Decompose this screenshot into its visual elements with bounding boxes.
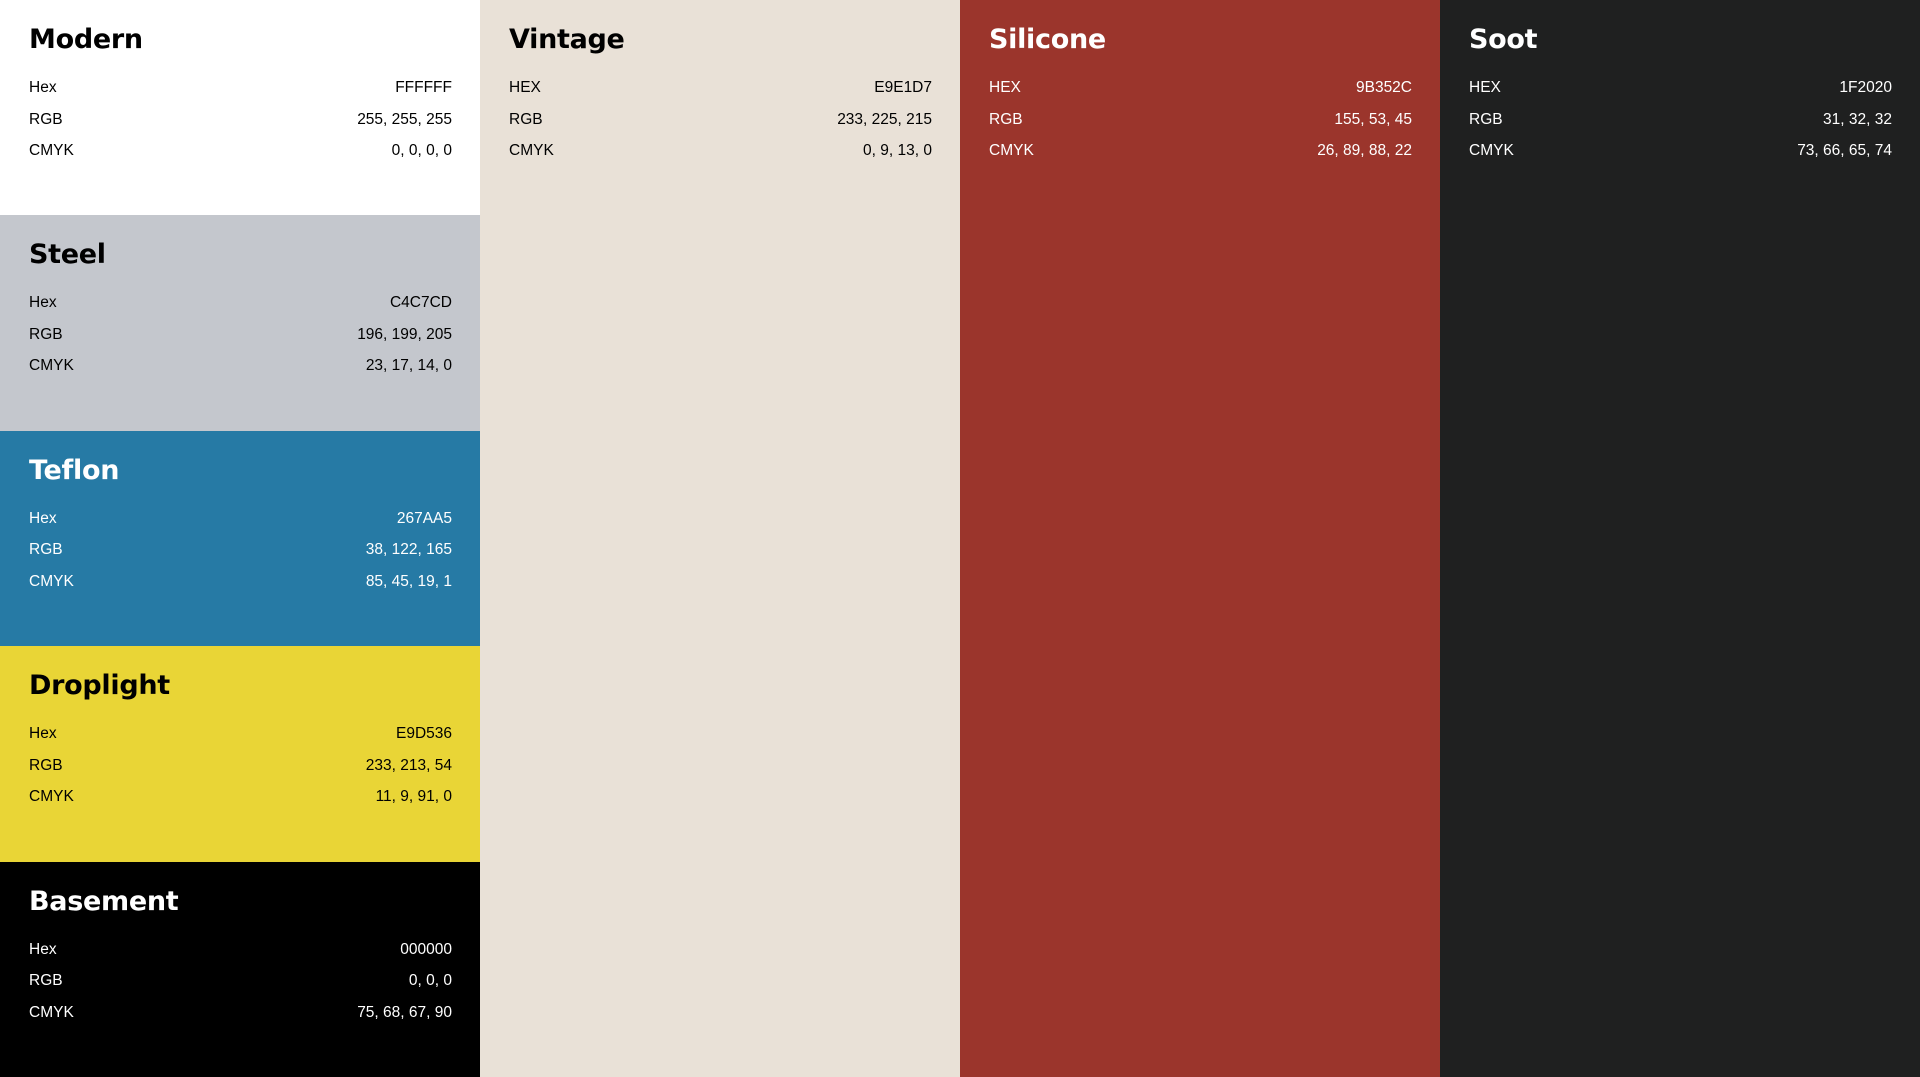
cmyk-label: CMYK [989, 142, 1034, 159]
cmyk-label: CMYK [29, 572, 74, 590]
swatch-title: Teflon [29, 454, 120, 486]
swatch-title: Soot [1469, 24, 1538, 55]
swatch-teflon: Teflon Hex 267AA5 RGB 38, 122, 165 CMYK 85,… [0, 430, 480, 647]
rgb-value: 255, 255, 255 [357, 110, 452, 128]
hex-label: Hex [29, 79, 57, 96]
hex-value: 9B352C [1355, 79, 1412, 96]
hex-label: HEX [509, 79, 541, 96]
swatch-silicone: Silicone HEX 9B352C RGB 155, 53, 45 CMYK 26… [960, 0, 1440, 1077]
cmyk-label: CMYK [29, 357, 74, 375]
hex-row: Hex 000000 [29, 934, 452, 966]
rgb-row: RGB 31, 32, 32 [1469, 104, 1892, 136]
hex-row: Hex C4C7CD [29, 287, 452, 319]
swatch-title: Silicone [989, 24, 1106, 55]
hex-row: Hex 267AA5 [29, 503, 452, 535]
hex-value: FFFFFF [395, 79, 452, 96]
hex-value: 267AA5 [396, 509, 452, 527]
rgb-row: RGB 196, 199, 205 [29, 319, 452, 351]
swatch-title: Vintage [509, 24, 625, 55]
cmyk-row: CMYK 0, 9, 13, 0 [509, 135, 932, 167]
rgb-label: RGB [509, 110, 543, 128]
rgb-row: RGB 233, 213, 54 [29, 750, 452, 782]
cmyk-value: 73, 66, 65, 74 [1797, 142, 1892, 159]
rgb-label: RGB [29, 972, 63, 990]
cmyk-label: CMYK [29, 788, 74, 806]
hex-label: HEX [1469, 79, 1501, 96]
cmyk-label: CMYK [29, 1003, 74, 1021]
rgb-value: 233, 225, 215 [837, 110, 932, 128]
hex-value: 000000 [400, 940, 452, 958]
hex-label: Hex [29, 940, 57, 958]
rgb-label: RGB [989, 110, 1023, 128]
palette-column-3: Silicone HEX 9B352C RGB 155, 53, 45 CMYK 26… [960, 0, 1440, 1077]
hex-row: Hex E9D536 [29, 718, 452, 750]
cmyk-label: CMYK [29, 142, 74, 159]
palette-column-2: Vintage HEX E9E1D7 RGB 233, 225, 215 CMYK 0… [480, 0, 960, 1077]
cmyk-value: 11, 9, 91, 0 [375, 788, 452, 806]
rgb-label: RGB [29, 110, 63, 128]
rgb-row: RGB 0, 0, 0 [29, 965, 452, 997]
rgb-value: 233, 213, 54 [365, 756, 452, 774]
rgb-label: RGB [29, 325, 63, 343]
swatch-soot: Soot HEX 1F2020 RGB 31, 32, 32 CMYK 73, 66,… [1440, 0, 1920, 1077]
cmyk-value: 23, 17, 14, 0 [365, 357, 452, 375]
hex-row: HEX 9B352C [989, 72, 1412, 104]
cmyk-row: CMYK 23, 17, 14, 0 [29, 350, 452, 382]
rgb-row: RGB 38, 122, 165 [29, 534, 452, 566]
cmyk-value: 26, 89, 88, 22 [1317, 142, 1412, 159]
cmyk-value: 0, 9, 13, 0 [863, 142, 932, 159]
rgb-row: RGB 155, 53, 45 [989, 104, 1412, 136]
hex-label: HEX [989, 79, 1021, 96]
swatch-steel: Steel Hex C4C7CD RGB 196, 199, 205 CMYK 23,… [0, 215, 480, 431]
swatch-title: Steel [29, 239, 106, 271]
cmyk-label: CMYK [1469, 142, 1514, 159]
hex-label: Hex [29, 725, 57, 743]
cmyk-row: CMYK 73, 66, 65, 74 [1469, 135, 1892, 167]
cmyk-row: CMYK 11, 9, 91, 0 [29, 781, 452, 813]
hex-value: E9E1D7 [874, 79, 932, 96]
hex-row: Hex FFFFFF [29, 72, 452, 104]
rgb-value: 196, 199, 205 [357, 325, 452, 343]
swatch-title: Droplight [29, 670, 170, 702]
swatch-vintage: Vintage HEX E9E1D7 RGB 233, 225, 215 CMYK 0… [480, 0, 960, 1077]
rgb-row: RGB 233, 225, 215 [509, 104, 932, 136]
hex-value: 1F2020 [1839, 79, 1892, 96]
rgb-value: 155, 53, 45 [1334, 110, 1412, 128]
rgb-value: 38, 122, 165 [365, 541, 452, 559]
hex-value: E9D536 [395, 725, 452, 743]
swatch-title: Modern [29, 24, 143, 55]
rgb-label: RGB [1469, 110, 1503, 128]
cmyk-value: 0, 0, 0, 0 [391, 142, 452, 159]
hex-row: HEX E9E1D7 [509, 72, 932, 104]
swatch-basement: Basement Hex 000000 RGB 0, 0, 0 CMYK 75, 68… [0, 861, 480, 1077]
hex-row: HEX 1F2020 [1469, 72, 1892, 104]
cmyk-label: CMYK [509, 142, 554, 159]
hex-label: Hex [29, 294, 57, 312]
rgb-label: RGB [29, 756, 63, 774]
palette-column-1: Modern Hex FFFFFF RGB 255, 255, 255 CMYK 0,… [0, 0, 480, 1077]
rgb-row: RGB 255, 255, 255 [29, 104, 452, 136]
rgb-value: 31, 32, 32 [1823, 110, 1892, 128]
swatch-droplight: Droplight Hex E9D536 RGB 233, 213, 54 CMYK… [0, 646, 480, 862]
cmyk-row: CMYK 26, 89, 88, 22 [989, 135, 1412, 167]
swatch-modern: Modern Hex FFFFFF RGB 255, 255, 255 CMYK 0,… [0, 0, 480, 216]
cmyk-row: CMYK 0, 0, 0, 0 [29, 135, 452, 167]
cmyk-value: 75, 68, 67, 90 [357, 1003, 452, 1021]
rgb-value: 0, 0, 0 [408, 972, 452, 990]
rgb-label: RGB [29, 541, 63, 559]
hex-value: C4C7CD [389, 294, 452, 312]
hex-label: Hex [29, 509, 57, 527]
cmyk-row: CMYK 85, 45, 19, 1 [29, 566, 452, 598]
cmyk-value: 85, 45, 19, 1 [365, 572, 452, 590]
palette-column-4: Soot HEX 1F2020 RGB 31, 32, 32 CMYK 73, 66,… [1440, 0, 1920, 1077]
cmyk-row: CMYK 75, 68, 67, 90 [29, 997, 452, 1029]
swatch-title: Basement [29, 885, 179, 917]
